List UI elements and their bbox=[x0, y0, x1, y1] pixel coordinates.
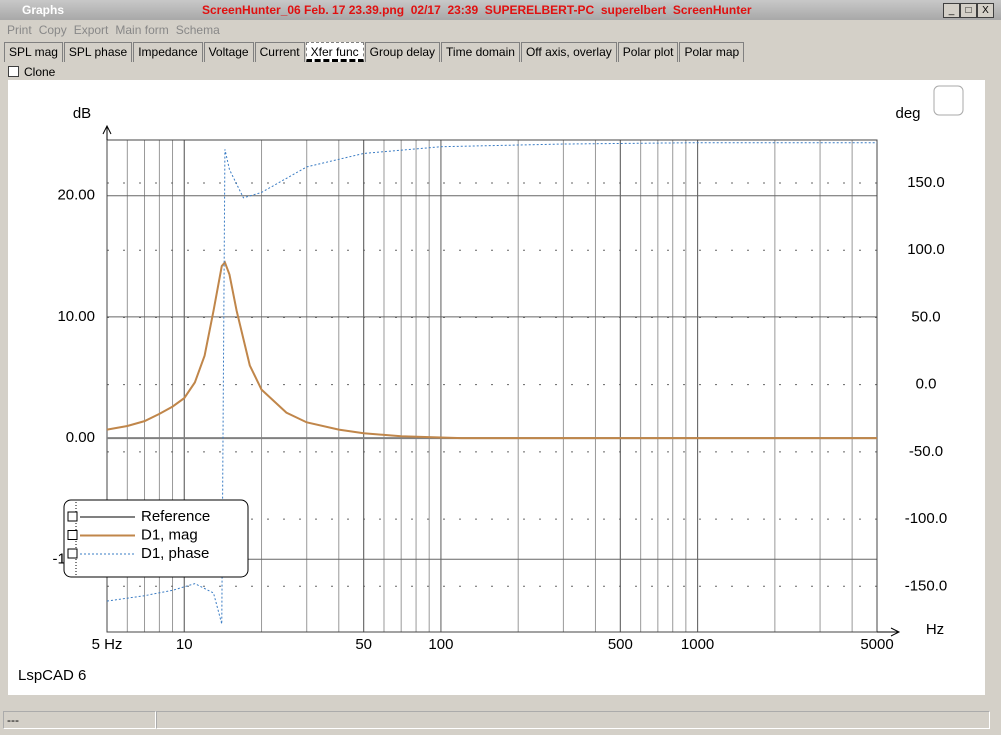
menu-item[interactable]: Print bbox=[7, 23, 32, 37]
tab[interactable]: SPL phase bbox=[63, 42, 133, 62]
y-tick-label: 0.00 bbox=[66, 429, 95, 446]
series-line bbox=[106, 260, 877, 440]
legend-checkbox[interactable] bbox=[67, 511, 78, 522]
y2-tick-label: -100.0 bbox=[905, 510, 948, 527]
chart: LspCAD 6 5 Hz 10 50 100 500 1000 5000 -150.0 -10… bbox=[8, 80, 985, 695]
x-tick-label: 10 bbox=[176, 636, 193, 653]
menu-item[interactable]: Export bbox=[73, 23, 109, 37]
tab[interactable]: Impedance bbox=[133, 42, 203, 62]
y2-tick-label: 100.0 bbox=[907, 241, 945, 258]
status-panel bbox=[156, 711, 990, 729]
tab[interactable]: SPL mag bbox=[4, 42, 63, 62]
x-axis-label: Hz bbox=[926, 621, 944, 638]
y2-tick-label: -50.0 bbox=[909, 443, 943, 460]
status-bar: --- bbox=[3, 711, 156, 729]
y-axis-label: dB bbox=[73, 105, 91, 122]
y2-axis-label: deg bbox=[895, 105, 920, 122]
tab[interactable]: Polar map bbox=[679, 42, 745, 62]
tab[interactable]: Polar plot bbox=[617, 42, 679, 62]
series-line bbox=[106, 142, 877, 625]
menu-item[interactable]: Schema bbox=[175, 23, 220, 37]
x-tick-label: 500 bbox=[608, 636, 633, 653]
legend-checkbox[interactable] bbox=[67, 548, 78, 559]
menu-bar: Print Copy Export Main form Schema bbox=[0, 20, 1001, 40]
clone-checkbox[interactable]: Clone bbox=[8, 65, 55, 79]
footer: LspCAD 6 bbox=[18, 667, 86, 684]
menu-item[interactable]: Main form bbox=[115, 23, 169, 37]
legend-label: D1, phase bbox=[141, 545, 209, 562]
x-tick-label: 100 bbox=[428, 636, 453, 653]
window-title: Graphs bbox=[22, 3, 65, 17]
tab[interactable]: Time domain bbox=[441, 42, 520, 62]
menu-item[interactable]: Copy bbox=[38, 23, 67, 37]
y2-tick-label: 50.0 bbox=[911, 308, 940, 325]
y2-tick-label: 0.0 bbox=[916, 376, 937, 393]
x-tick-label: 5 Hz bbox=[92, 636, 123, 653]
status-text: --- bbox=[7, 713, 19, 727]
tab[interactable]: Group delay bbox=[364, 42, 441, 62]
tab[interactable]: Current bbox=[254, 42, 305, 62]
window-caption: ScreenHunter_06 Feb. 17 23.39.png 02/17 … bbox=[202, 3, 752, 17]
chart-background bbox=[8, 80, 985, 695]
tab[interactable]: Voltage bbox=[203, 42, 254, 62]
y-tick-label: 10.00 bbox=[57, 308, 95, 325]
legend-label: Reference bbox=[141, 508, 210, 525]
plot-frame bbox=[106, 139, 878, 633]
corner-button[interactable] bbox=[933, 85, 964, 116]
tab-strip: SPL mag SPL phase Impedance Voltage Current X… bbox=[4, 42, 745, 62]
tab[interactable]: Off axis, overlay bbox=[520, 42, 617, 62]
legend-checkbox[interactable] bbox=[67, 530, 78, 540]
tab[interactable]: Xfer func bbox=[305, 42, 364, 62]
close-button[interactable]: X bbox=[977, 3, 994, 18]
legend-box bbox=[63, 499, 249, 578]
x-tick-label: 50 bbox=[355, 636, 372, 653]
y-tick-label: 20.00 bbox=[57, 187, 95, 204]
x-tick-label: 1000 bbox=[681, 636, 714, 653]
legend-label: D1, mag bbox=[141, 526, 198, 543]
y-axis-arrow bbox=[102, 124, 112, 140]
title-bar: Graphs ScreenHunter_06 Feb. 17 23.39.png… bbox=[0, 0, 1001, 20]
maximize-button[interactable]: □ bbox=[960, 3, 977, 18]
minimize-button[interactable]: _ bbox=[943, 3, 960, 18]
clone-label: Clone bbox=[24, 65, 56, 79]
y2-tick-label: 150.0 bbox=[907, 174, 945, 191]
x-axis-arrow bbox=[877, 627, 901, 637]
x-tick-label: 5000 bbox=[860, 636, 893, 653]
y2-tick-label: -150.0 bbox=[905, 577, 948, 594]
